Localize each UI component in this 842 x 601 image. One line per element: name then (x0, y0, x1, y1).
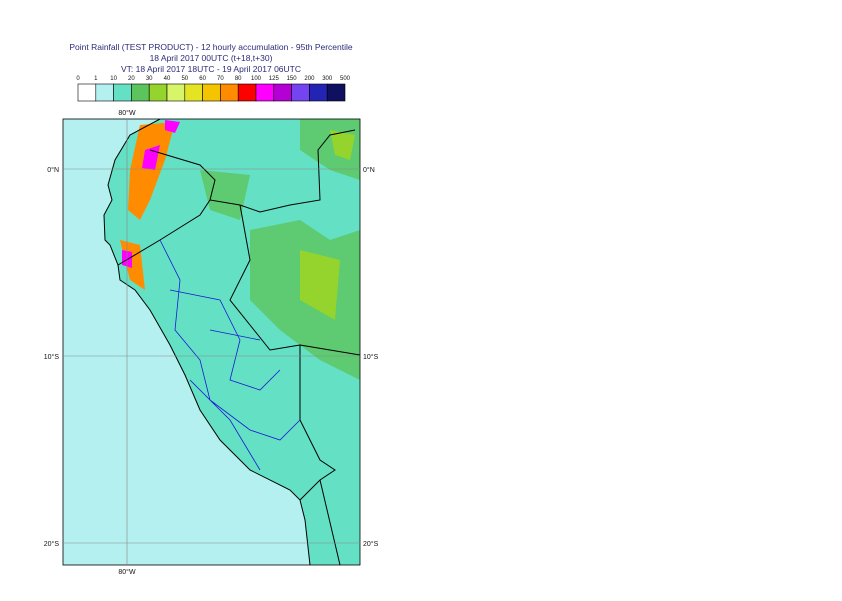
legend-swatch (237, 83, 257, 102)
lat-label: 20°S (44, 540, 60, 548)
legend-swatch (77, 83, 97, 102)
legend-swatch (273, 83, 292, 102)
legend-label: 300 (322, 76, 333, 82)
legend-label: 60 (199, 76, 206, 82)
legend-swatch (95, 83, 114, 102)
lat-label: 0°N (47, 166, 59, 174)
legend-label: 1 (94, 76, 98, 82)
lon-label: 80°W (118, 568, 136, 576)
legend-swatch (220, 83, 239, 102)
legend-swatch (184, 83, 203, 102)
legend-swatch (255, 83, 275, 102)
legend-swatch (291, 83, 310, 102)
legend-label: 150 (287, 76, 298, 82)
regions (159, 239, 301, 471)
lon-label: 80°W (118, 109, 136, 117)
map: 80°W 80°W 0°N 0°N 10°S 10°S 20°S 20°S (44, 109, 379, 576)
legend-label: 100 (251, 76, 262, 82)
rain-peak (122, 120, 180, 268)
legend-label: 0 (76, 76, 80, 82)
rain-green (200, 119, 360, 380)
legend-swatch (166, 83, 186, 102)
title-line: VT: 18 April 2017 18UTC - 19 April 2017 … (121, 64, 301, 74)
lat-label: 0°N (363, 166, 375, 174)
lat-label: 10°S (363, 353, 379, 361)
lat-label: 10°S (44, 353, 60, 361)
legend-label: 30 (146, 76, 153, 82)
coastline (103, 119, 311, 565)
legend-swatch (326, 83, 346, 102)
legend-swatch (202, 83, 221, 102)
legend-swatch (131, 83, 150, 102)
legend-label: 50 (181, 76, 188, 82)
legend-label: 10 (110, 76, 117, 82)
legend-label: 125 (269, 76, 280, 82)
legend-label: 200 (304, 76, 315, 82)
lat-label: 20°S (363, 540, 379, 548)
rain-lightgreen (300, 130, 355, 320)
legend-swatch (148, 83, 168, 102)
title-line: Point Rainfall (TEST PRODUCT) - 12 hourl… (69, 42, 353, 52)
map-frame (62, 118, 361, 566)
borders (117, 129, 360, 565)
legend-swatch (309, 83, 328, 102)
legend-label: 80 (235, 76, 242, 82)
legend-label: 40 (164, 76, 171, 82)
rain-high (120, 122, 175, 290)
legend-swatch (113, 83, 132, 102)
legend-label: 20 (128, 76, 135, 82)
title-line: 18 April 2017 00UTC (t+18,t+30) (150, 53, 273, 63)
legend-label: 70 (217, 76, 224, 82)
legend-label: 500 (340, 76, 351, 82)
